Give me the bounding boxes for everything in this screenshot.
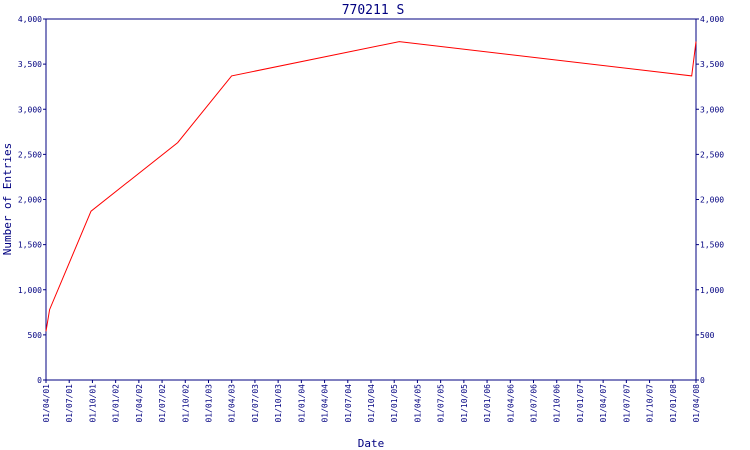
y-tick-label-right: 1,500 [700, 241, 724, 250]
x-tick-label: 01/01/04 [297, 384, 306, 423]
x-tick-label: 01/07/06 [530, 384, 539, 423]
x-tick-label: 01/10/06 [553, 384, 562, 423]
x-tick-label: 01/10/04 [367, 384, 376, 423]
y-tick-label-left: 1,000 [18, 286, 42, 295]
x-tick-label: 01/07/01 [65, 384, 74, 423]
y-tick-label-right: 4,000 [700, 15, 724, 24]
x-tick-label: 01/07/02 [158, 384, 167, 423]
x-tick-label: 01/01/08 [669, 384, 678, 423]
x-tick-label: 01/04/01 [42, 384, 51, 423]
x-tick-label: 01/04/02 [135, 384, 144, 423]
y-tick-label-left: 3,000 [18, 105, 42, 114]
y-tick-label-left: 3,500 [18, 60, 42, 69]
x-tick-label: 01/10/02 [181, 384, 190, 423]
y-tick-label-left: 2,500 [18, 150, 42, 159]
x-tick-label: 01/04/03 [228, 384, 237, 423]
x-axis: 01/04/01 01/07/01 01/10/01 01/01/02 01/04/02… [42, 380, 701, 423]
x-tick-label: 01/10/05 [460, 384, 469, 423]
series-line [45, 41, 697, 332]
y-tick-label-right: 3,500 [700, 60, 724, 69]
y-axis-left: 0 500 1,000 1,500 2,000 2,500 3,000 3,500 4,000 [18, 15, 46, 385]
y-tick-label-right: 2,500 [700, 150, 724, 159]
series-group [45, 41, 697, 332]
x-tick-label: 01/01/07 [576, 384, 585, 423]
y-tick-label-right: 3,000 [700, 105, 724, 114]
x-tick-label: 01/01/05 [390, 384, 399, 423]
x-tick-label: 01/07/04 [344, 384, 353, 423]
x-tick-label: 01/04/04 [321, 384, 330, 423]
x-tick-label: 01/01/03 [205, 384, 214, 423]
y-axis-right: 0 500 1,000 1,500 2,000 2,500 3,000 3,500 4,000 [696, 15, 724, 385]
x-tick-label: 01/10/03 [274, 384, 283, 423]
chart-title: 770211 S [342, 3, 405, 18]
x-tick-label: 01/07/05 [437, 384, 446, 423]
x-tick-label: 01/10/01 [88, 384, 97, 423]
y-tick-label-right: 2,000 [700, 196, 724, 205]
x-tick-label: 01/04/06 [506, 384, 515, 423]
x-tick-label: 01/01/06 [483, 384, 492, 423]
x-tick-label: 01/10/07 [646, 384, 655, 423]
x-tick-label: 01/07/07 [622, 384, 631, 423]
y-tick-label-left: 500 [28, 331, 43, 340]
y-tick-label-right: 500 [700, 331, 715, 340]
y-axis-label: Number of Entries [1, 143, 14, 256]
y-tick-label-left: 2,000 [18, 196, 42, 205]
y-tick-label-left: 1,500 [18, 241, 42, 250]
x-tick-label: 01/07/03 [251, 384, 260, 423]
x-tick-label: 01/04/08 [692, 384, 701, 423]
plot-area [45, 18, 697, 381]
x-tick-label: 01/01/02 [112, 384, 121, 423]
y-tick-label-left: 0 [37, 376, 42, 385]
x-axis-label: Date [358, 437, 385, 450]
x-tick-label: 01/04/05 [413, 384, 422, 423]
y-tick-label-right: 0 [700, 376, 705, 385]
y-tick-label-left: 4,000 [18, 15, 42, 24]
x-tick-label: 01/04/07 [599, 384, 608, 423]
y-tick-label-right: 1,000 [700, 286, 724, 295]
